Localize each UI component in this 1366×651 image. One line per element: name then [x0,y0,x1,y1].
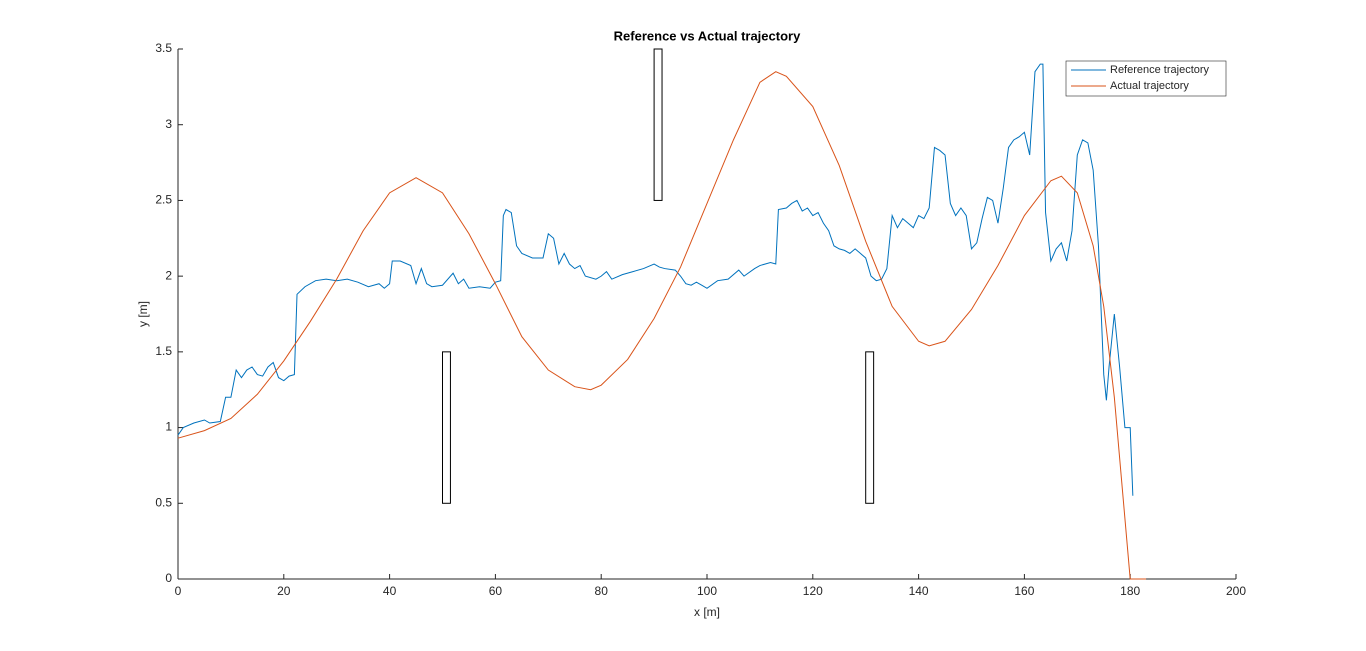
legend-box [1065,60,1227,97]
x-tick-label: 0 [175,584,182,598]
obstacle [653,48,663,201]
y-tick-label: 3 [165,117,172,131]
series-line [177,63,1134,496]
x-tick-label: 200 [1226,584,1246,598]
y-tick-label: 2 [165,268,172,282]
x-tick-label: 180 [1120,584,1140,598]
x-tick-label: 100 [697,584,717,598]
x-tick-label: 120 [803,584,823,598]
x-tick-label: 20 [277,584,291,598]
x-tick-label: 80 [595,584,609,598]
legend-label: Reference trajectory [1110,64,1210,76]
y-tick-label: 1 [165,420,172,434]
y-tick-label: 0 [165,571,172,585]
y-tick-label: 2.5 [155,193,172,207]
obstacle [865,351,875,504]
x-tick-label: 60 [489,584,503,598]
legend-label: Actual trajectory [1110,80,1189,92]
x-axis-label: x [m] [694,605,720,619]
chart-title: Reference vs Actual trajectory [614,28,801,43]
y-tick-label: 0.5 [155,495,172,509]
series-line [177,71,1147,580]
obstacle [442,351,451,504]
x-tick-label: 160 [1014,584,1034,598]
y-tick-label: 1.5 [155,344,172,358]
y-tick-label: 3.5 [155,41,172,55]
x-tick-label: 140 [909,584,929,598]
y-axis-label: y [m] [136,301,150,327]
x-tick-label: 40 [383,584,397,598]
